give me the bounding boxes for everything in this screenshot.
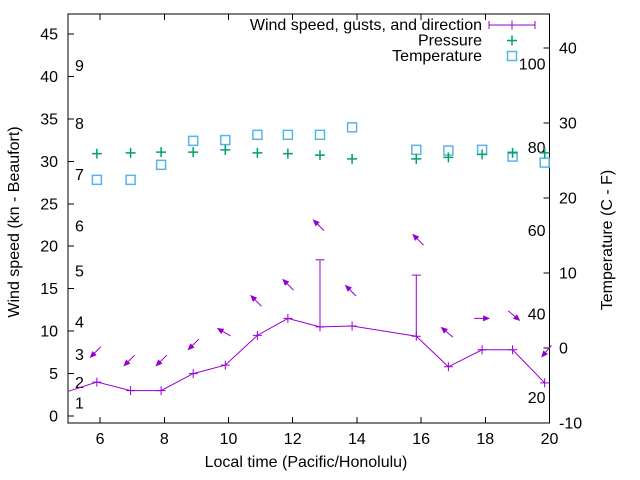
- x-axis-label: Local time (Pacific/Honolulu): [204, 454, 408, 471]
- beaufort-label: 2: [75, 375, 84, 392]
- beaufort-label: 5: [75, 264, 84, 281]
- y-right-tick-label: 0: [559, 340, 568, 357]
- x-tick-label: 10: [220, 431, 238, 448]
- y-left-tick-label: 0: [49, 409, 58, 426]
- y-left-tick-label: 5: [49, 366, 58, 383]
- y-right-tick-label: 10: [559, 265, 577, 282]
- beaufort-label: 8: [75, 116, 84, 133]
- x-tick-label: 8: [160, 431, 169, 448]
- y-right-tick-label: 30: [559, 115, 577, 132]
- y-left-tick-label: 35: [40, 111, 58, 128]
- y-right-tick-label: 20: [559, 190, 577, 207]
- beaufort-label: 6: [75, 219, 84, 236]
- y-axis-label-right: Temperature (C - F): [599, 169, 616, 311]
- y-left-tick-label: 15: [40, 281, 58, 298]
- temperature-series: [91, 122, 550, 186]
- legend-label-temperature: Temperature: [392, 48, 482, 65]
- beaufort-scale-labels: 1 2 3 4 5 6 7 8 9: [75, 58, 84, 412]
- y-right-ticks: -10 0 10 20 30 40: [543, 40, 582, 433]
- beaufort-label: 4: [75, 315, 84, 332]
- fahrenheit-label: 60: [528, 223, 546, 240]
- y-left-tick-label: 30: [40, 154, 58, 171]
- beaufort-label: 9: [75, 58, 84, 75]
- x-tick-label: 18: [476, 431, 494, 448]
- wind-series: [67, 259, 550, 396]
- fahrenheit-label: 100: [519, 56, 546, 73]
- fahrenheit-label: 80: [528, 140, 546, 157]
- beaufort-label: 1: [75, 395, 84, 412]
- legend: Wind speed, gusts, and directionPressure…: [250, 17, 536, 65]
- x-tick-label: 14: [348, 431, 366, 448]
- y-left-tick-label: 25: [40, 196, 58, 213]
- y-right-tick-label: 40: [559, 40, 577, 57]
- x-tick-label: 12: [284, 431, 302, 448]
- y-left-tick-label: 40: [40, 69, 58, 86]
- legend-label-wind: Wind speed, gusts, and direction: [250, 17, 482, 34]
- y-right-tick-label: -10: [559, 416, 582, 433]
- x-tick-label: 20: [541, 431, 559, 448]
- fahrenheit-label: 20: [528, 390, 546, 407]
- y-left-tick-label: 45: [40, 26, 58, 43]
- fahrenheit-label: 40: [528, 307, 546, 324]
- x-axis-ticks: 6 8 10 12 14 16 18 20: [96, 14, 559, 448]
- plot-border: [67, 13, 550, 424]
- beaufort-label: 7: [75, 167, 84, 184]
- y-left-ticks: 0 5 10 15 20 25 30 35 40 45: [40, 26, 74, 426]
- y-left-tick-label: 20: [40, 239, 58, 256]
- fahrenheit-scale-labels: 20 40 60 80 100: [519, 56, 546, 407]
- y-axis-label-left: Wind speed (kn - Beaufort): [6, 126, 23, 318]
- wind-direction-arrows: [89, 219, 552, 367]
- x-tick-label: 6: [96, 431, 105, 448]
- beaufort-label: 3: [75, 347, 84, 364]
- legend-label-pressure: Pressure: [418, 33, 482, 50]
- pressure-series: [91, 144, 550, 164]
- y-left-tick-label: 10: [40, 324, 58, 341]
- x-tick-label: 16: [412, 431, 430, 448]
